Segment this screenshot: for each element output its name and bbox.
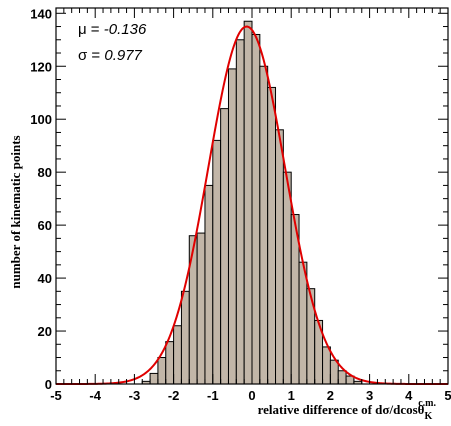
y-tick-label: 60 [38, 218, 52, 233]
histogram-bar-15 [259, 65, 269, 385]
sigma-annotation: σ = 0.977 [78, 47, 143, 64]
histogram-bar-11 [227, 68, 237, 385]
histogram-bar-16 [267, 86, 277, 385]
histogram-bar-7 [196, 232, 206, 385]
x-tick-label: 4 [405, 388, 413, 403]
y-tick-label: 120 [30, 59, 52, 74]
y-tick-label: 20 [38, 324, 52, 339]
y-tick-label: 40 [38, 271, 52, 286]
histogram-bar-18 [282, 171, 292, 385]
y-tick-label: 100 [30, 112, 52, 127]
x-tick-label: 2 [327, 388, 334, 403]
histogram-bar-24 [329, 359, 339, 385]
histogram-bar-5 [180, 290, 190, 385]
mean-annotation: μ = -0.136 [78, 21, 147, 38]
histogram-bar-14 [251, 33, 261, 385]
histogram-bar-13 [243, 20, 253, 385]
histogram-bar-3 [165, 341, 175, 385]
x-tick-label: -1 [207, 388, 219, 403]
y-tick-label: 80 [38, 165, 52, 180]
histogram-bar-2 [157, 357, 167, 385]
x-tick-label: 0 [248, 388, 255, 403]
axis-ticks [55, 8, 449, 385]
x-tick-label: -2 [168, 388, 180, 403]
x-tick-label: 1 [288, 388, 295, 403]
x-axis-title: relative difference of dσ/dcosθKc.m. [258, 398, 437, 422]
tick-labels: -5 -4 -3 -2 -1 0 1 2 3 4 5 0 20 40 60 80 100 120 140 [30, 6, 451, 403]
histogram-bar-12 [235, 39, 245, 385]
histogram-bar-25 [337, 370, 347, 385]
y-tick-label: 0 [45, 377, 52, 392]
x-tick-label: 3 [366, 388, 373, 403]
y-axis-title: number of kinematic points [8, 135, 23, 288]
y-tick-label: 140 [30, 6, 52, 21]
gaussian-fit-curve [56, 25, 448, 385]
histogram-bar-17 [275, 129, 284, 385]
histogram-bar-10 [220, 108, 229, 385]
x-tick-label: -5 [50, 388, 62, 403]
histogram-bar-20 [298, 261, 308, 385]
x-tick-label: -3 [129, 388, 141, 403]
histogram-bar-1 [149, 372, 159, 385]
x-tick-label: -4 [89, 388, 101, 403]
histogram-bar-23 [322, 346, 331, 385]
histogram-bars [141, 20, 363, 385]
histogram-bar-4 [173, 325, 182, 385]
x-tick-label: 5 [444, 388, 451, 403]
histogram-bar-9 [212, 139, 222, 385]
histogram-bar-8 [204, 184, 214, 385]
